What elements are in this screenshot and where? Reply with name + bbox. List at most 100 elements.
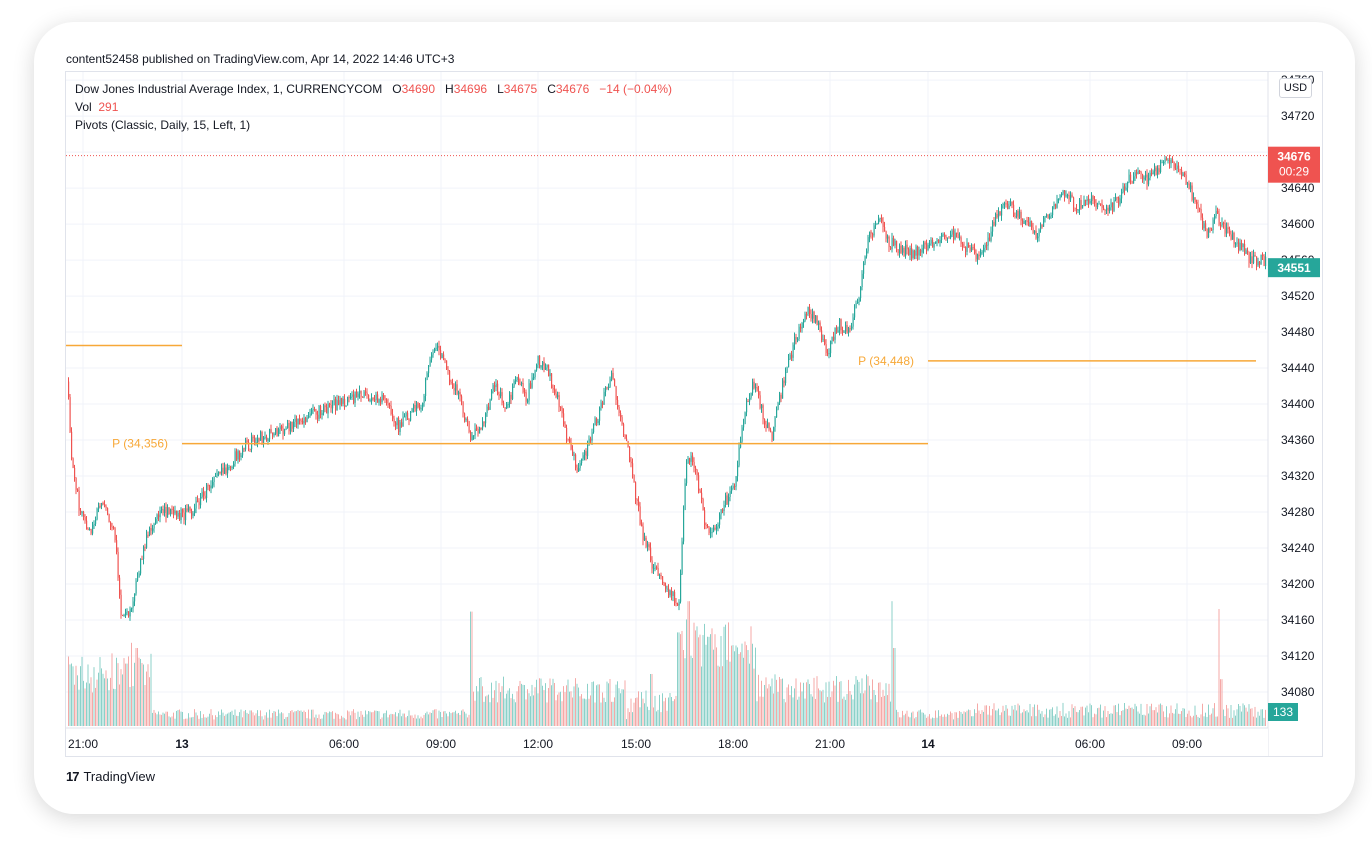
volume-bar [135, 648, 137, 726]
candle-body [1155, 167, 1157, 175]
volume-bar [404, 713, 405, 726]
candle-body [1235, 243, 1237, 245]
volume-bar [959, 711, 960, 726]
volume-bar [1098, 707, 1100, 726]
volume-bar [96, 679, 98, 726]
volume-bar [1013, 709, 1014, 726]
y-tick-label: 34160 [1281, 613, 1315, 627]
chart-area[interactable]: P (34,356)P (34,448)34760347203468034640… [65, 71, 1323, 757]
volume-bar [1028, 712, 1029, 726]
candle-body [1250, 256, 1252, 264]
candle-body [1175, 168, 1177, 170]
currency-button[interactable]: USD [1279, 78, 1312, 98]
volume-bar [674, 699, 675, 726]
candle-body [963, 246, 965, 248]
volume-bar [548, 688, 549, 726]
price-axis[interactable] [1268, 72, 1323, 757]
volume-bar [638, 691, 639, 726]
volume-bar [761, 680, 762, 726]
volume-bar [840, 681, 842, 726]
volume-bar [146, 671, 147, 726]
candle-body [1227, 227, 1229, 230]
symbol-legend[interactable]: Dow Jones Industrial Average Index, 1, C… [75, 82, 672, 96]
price-chart[interactable]: P (34,356)P (34,448)34760347203468034640… [66, 72, 1323, 757]
volume-bar [116, 657, 117, 726]
candle-body [437, 345, 439, 348]
tradingview-logo[interactable]: 17 TradingView [66, 769, 155, 784]
candle-body [201, 491, 203, 498]
volume-bar [665, 697, 666, 726]
volume-bar [1160, 703, 1161, 726]
volume-bar [771, 678, 773, 726]
candle-body [95, 519, 97, 524]
candle-body [174, 510, 176, 514]
time-axis[interactable] [66, 728, 1268, 757]
marker-price-tag [1268, 258, 1320, 278]
y-tick-label: 34440 [1281, 361, 1315, 375]
candle-body [824, 339, 826, 345]
candle-body [410, 411, 412, 421]
volume-bar [1260, 709, 1262, 726]
candle-body [68, 381, 70, 398]
candle-body [1055, 204, 1057, 208]
candle-body [1080, 199, 1082, 209]
candle-body [996, 213, 998, 218]
volume-bar [951, 713, 953, 726]
candle-body [371, 398, 373, 401]
candle-body [284, 429, 286, 435]
volume-bar [363, 716, 365, 726]
volume-bar [452, 712, 453, 726]
volume-bar [702, 635, 704, 726]
volume-bar [782, 678, 783, 726]
candle-body [779, 394, 781, 404]
x-tick-label: 09:00 [426, 737, 456, 751]
volume-bar [714, 634, 716, 726]
candle-body [198, 501, 200, 506]
volume-bar [807, 679, 809, 726]
volume-bar [87, 664, 89, 726]
volume-bar [615, 684, 617, 726]
volume-bar [608, 683, 609, 726]
volume-bar [570, 691, 572, 726]
pivots-legend[interactable]: Pivots (Classic, Daily, 15, Left, 1) [75, 118, 250, 132]
candle-body [320, 405, 322, 415]
candle-body [525, 392, 527, 402]
volume-bar [1116, 712, 1118, 726]
candle-body [488, 406, 490, 410]
volume-bar [606, 681, 608, 726]
candle-body [270, 429, 272, 433]
symbol-name[interactable]: Dow Jones Industrial Average Index, 1, C… [75, 82, 383, 96]
volume-bar [630, 698, 632, 726]
candle-body [107, 507, 109, 515]
volume-bar [914, 718, 915, 726]
candle-body [558, 395, 560, 408]
volume-legend[interactable]: Vol 291 [75, 100, 118, 114]
volume-bar [249, 710, 251, 726]
low-value: 34675 [503, 82, 538, 96]
volume-bar [932, 717, 933, 726]
y-tick-label: 34280 [1281, 505, 1315, 519]
volume-bar [1022, 712, 1023, 726]
volume-bar [797, 699, 798, 726]
volume-bar [575, 678, 576, 726]
candle-body [579, 463, 581, 469]
volume-bar [1161, 704, 1163, 726]
candle-body [1044, 216, 1046, 218]
volume-bar [1193, 715, 1194, 726]
candle-body [1065, 195, 1067, 197]
volume-bar [1167, 717, 1169, 726]
volume-bar [680, 634, 681, 726]
candle-body [255, 442, 257, 444]
volume-bar [593, 681, 594, 726]
candle-body [1112, 202, 1114, 211]
candle-body [539, 355, 541, 368]
volume-bar [1136, 706, 1137, 726]
candle-body [303, 417, 305, 424]
volume-bar [237, 715, 239, 726]
candle-body [666, 588, 668, 590]
volume-bar [1073, 708, 1074, 726]
volume-bar [1086, 705, 1088, 726]
candle-body [959, 237, 961, 239]
volume-bar [1040, 713, 1041, 726]
candle-body [221, 467, 223, 473]
